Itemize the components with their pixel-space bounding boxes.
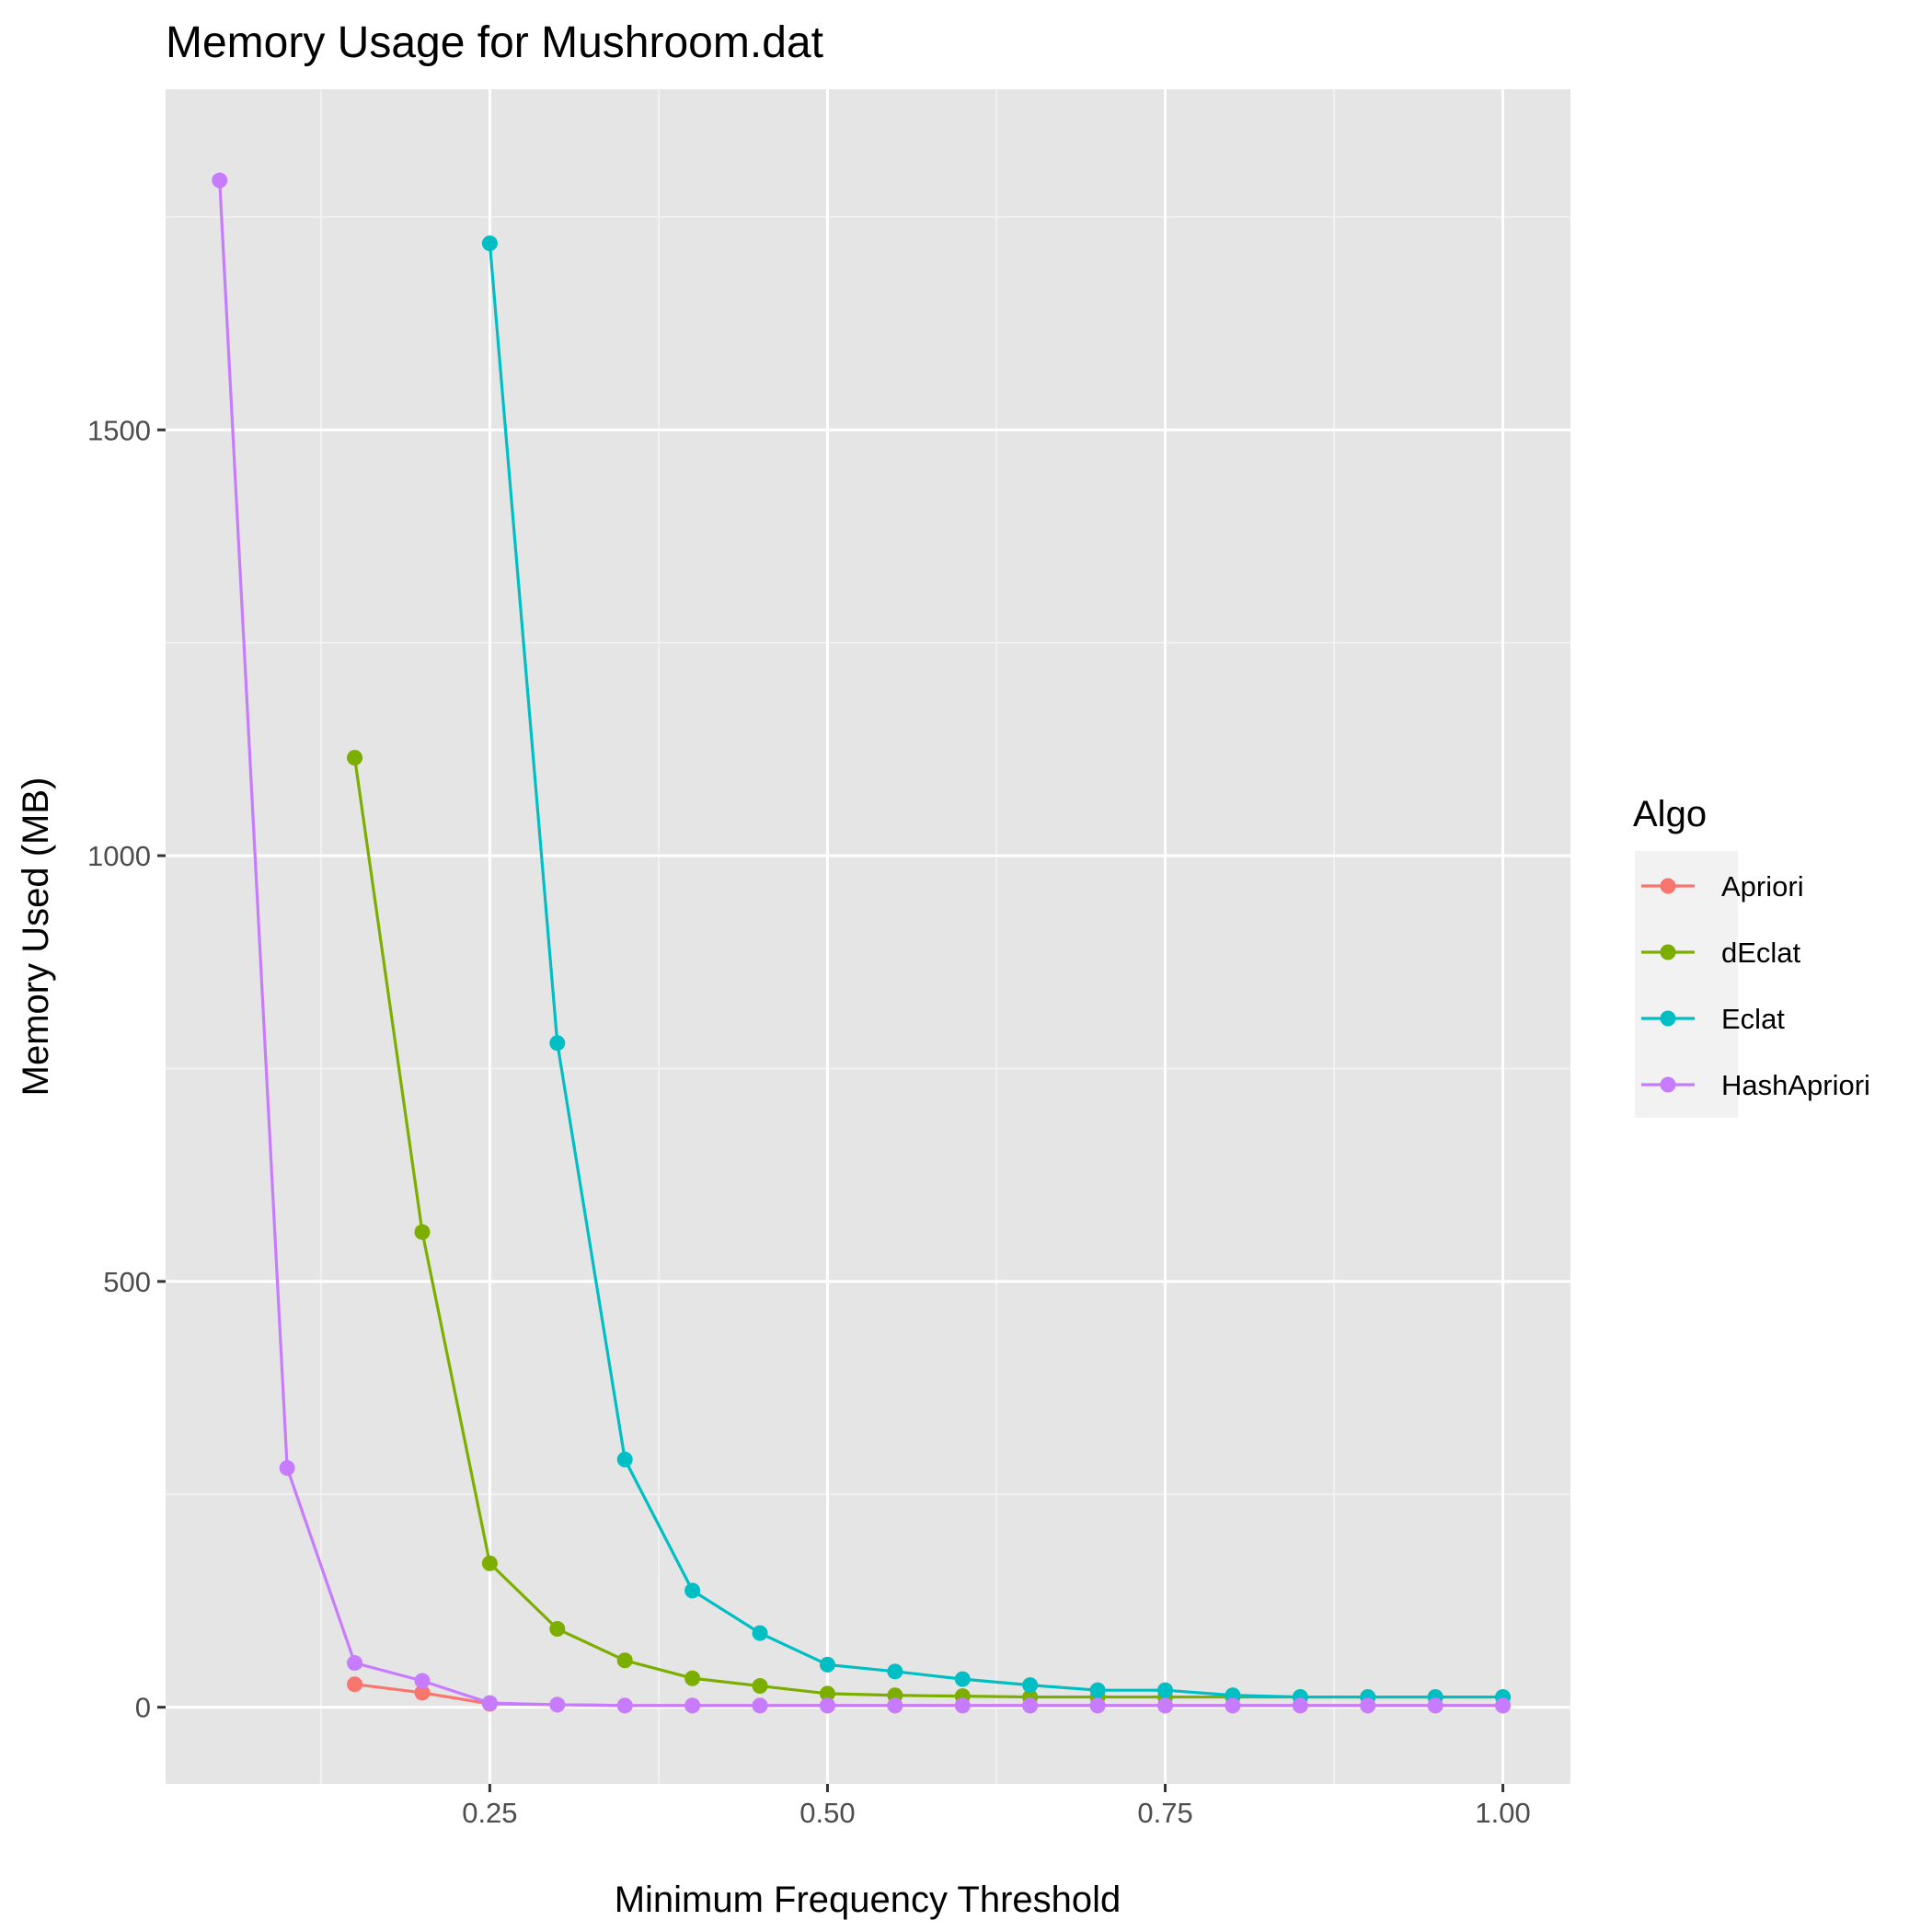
data-point-apriori (347, 1676, 363, 1693)
y-tick-label: 0 (135, 1692, 151, 1724)
series-line-hashapriori (218, 179, 1503, 1708)
data-point-hashapriori (954, 1697, 971, 1714)
data-point-eclat (752, 1625, 768, 1641)
legend-key-point (1660, 878, 1676, 894)
data-point-declat (819, 1685, 835, 1702)
data-point-hashapriori (481, 1695, 498, 1711)
legend-item-apriori: Apriori (1641, 870, 1804, 903)
legend-key-background (1635, 851, 1738, 1118)
data-point-hashapriori (684, 1697, 701, 1714)
data-point-hashapriori (887, 1697, 903, 1714)
y-axis: 0 500 1000 1500 (87, 414, 166, 1724)
data-point-hashapriori (1495, 1697, 1512, 1714)
data-point-eclat (954, 1671, 971, 1687)
data-point-hashapriori (279, 1460, 295, 1477)
legend-item-declat: dEclat (1641, 937, 1801, 969)
data-point-hashapriori (1022, 1697, 1039, 1714)
data-point-hashapriori (819, 1697, 835, 1714)
y-tick-label: 1000 (87, 840, 151, 872)
x-axis: 0.25 0.50 0.75 1.00 (462, 1784, 1531, 1829)
legend-key-point (1660, 1010, 1676, 1027)
data-point-declat (347, 750, 363, 766)
data-point-hashapriori (549, 1696, 566, 1713)
x-tick-label: 0.75 (1137, 1797, 1192, 1829)
plot-panel (166, 89, 1570, 1784)
data-point-hashapriori (1292, 1697, 1308, 1714)
y-tick-label: 500 (103, 1266, 151, 1298)
data-point-hashapriori (1225, 1697, 1241, 1714)
data-point-eclat (1022, 1677, 1039, 1694)
legend-label: Apriori (1721, 870, 1804, 903)
data-point-declat (616, 1652, 633, 1669)
data-point-hashapriori (212, 172, 228, 189)
data-point-eclat (1157, 1682, 1174, 1698)
chart-title: Memory Usage for Mushroom.dat (166, 18, 823, 67)
series-eclat (481, 236, 1512, 1706)
data-point-declat (481, 1555, 498, 1571)
legend-item-eclat: Eclat (1641, 1003, 1785, 1035)
y-axis-title: Memory Used (MB) (16, 777, 56, 1097)
data-point-hashapriori (347, 1655, 363, 1672)
data-point-hashapriori (752, 1697, 768, 1714)
legend-label: Eclat (1721, 1003, 1785, 1035)
data-point-eclat (616, 1451, 633, 1467)
series-line-eclat (488, 243, 1503, 1699)
data-point-eclat (549, 1035, 566, 1052)
data-point-hashapriori (1157, 1697, 1174, 1714)
data-point-eclat (684, 1582, 701, 1599)
x-tick-label: 1.00 (1475, 1797, 1530, 1829)
legend-title: Algo (1633, 794, 1707, 834)
data-point-eclat (481, 236, 498, 252)
data-point-hashapriori (1360, 1697, 1376, 1714)
data-point-declat (752, 1678, 768, 1695)
data-point-apriori (414, 1685, 431, 1701)
series-hashapriori (212, 172, 1512, 1714)
data-point-declat (549, 1621, 566, 1638)
data-point-hashapriori (1089, 1697, 1106, 1714)
legend-label: dEclat (1721, 937, 1801, 969)
legend-label: HashApriori (1721, 1069, 1870, 1101)
legend-items: Apriori dEclat Eclat HashApriori (1641, 870, 1870, 1101)
legend-key-point (1660, 944, 1676, 960)
data-point-declat (414, 1224, 431, 1240)
series-layer (212, 172, 1512, 1714)
legend-key-point (1660, 1076, 1676, 1093)
x-tick-label: 0.50 (799, 1797, 855, 1829)
legend: Algo Apriori dEclat Eclat HashApriori (1633, 794, 1870, 1118)
data-point-hashapriori (616, 1697, 633, 1714)
x-tick-label: 0.25 (462, 1797, 517, 1829)
data-point-eclat (819, 1656, 835, 1673)
data-point-eclat (1089, 1682, 1106, 1698)
x-axis-title: Minimum Frequency Threshold (615, 1880, 1121, 1920)
legend-item-hashapriori: HashApriori (1641, 1069, 1870, 1101)
grid-major (166, 89, 1570, 1784)
data-point-eclat (887, 1663, 903, 1680)
data-point-hashapriori (414, 1673, 431, 1689)
data-point-declat (684, 1670, 701, 1686)
y-tick-label: 1500 (87, 414, 151, 446)
data-point-hashapriori (1427, 1697, 1443, 1714)
